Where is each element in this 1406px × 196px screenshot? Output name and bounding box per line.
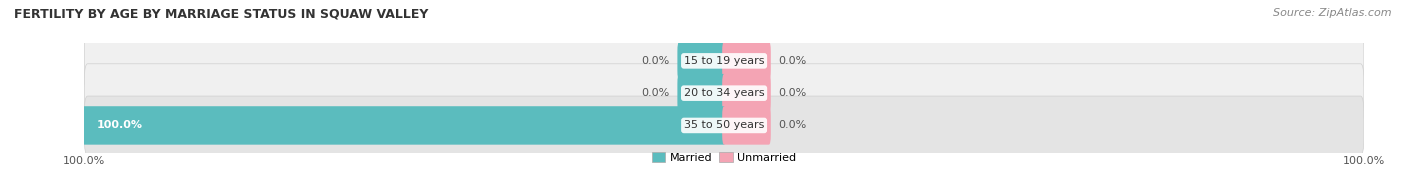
Text: 35 to 50 years: 35 to 50 years [683, 120, 765, 131]
FancyBboxPatch shape [678, 42, 725, 80]
Text: FERTILITY BY AGE BY MARRIAGE STATUS IN SQUAW VALLEY: FERTILITY BY AGE BY MARRIAGE STATUS IN S… [14, 8, 429, 21]
FancyBboxPatch shape [723, 42, 770, 80]
Legend: Married, Unmarried: Married, Unmarried [648, 147, 800, 167]
Text: 0.0%: 0.0% [641, 56, 669, 66]
Text: 0.0%: 0.0% [641, 88, 669, 98]
FancyBboxPatch shape [84, 32, 1364, 90]
Text: Source: ZipAtlas.com: Source: ZipAtlas.com [1274, 8, 1392, 18]
Text: 0.0%: 0.0% [779, 56, 807, 66]
Text: 100.0%: 100.0% [97, 120, 143, 131]
FancyBboxPatch shape [723, 106, 770, 145]
FancyBboxPatch shape [84, 64, 1364, 122]
FancyBboxPatch shape [84, 96, 1364, 155]
FancyBboxPatch shape [678, 74, 725, 112]
Text: 0.0%: 0.0% [779, 120, 807, 131]
Text: 15 to 19 years: 15 to 19 years [683, 56, 765, 66]
FancyBboxPatch shape [723, 74, 770, 112]
Text: 20 to 34 years: 20 to 34 years [683, 88, 765, 98]
FancyBboxPatch shape [83, 106, 725, 145]
Text: 0.0%: 0.0% [779, 88, 807, 98]
